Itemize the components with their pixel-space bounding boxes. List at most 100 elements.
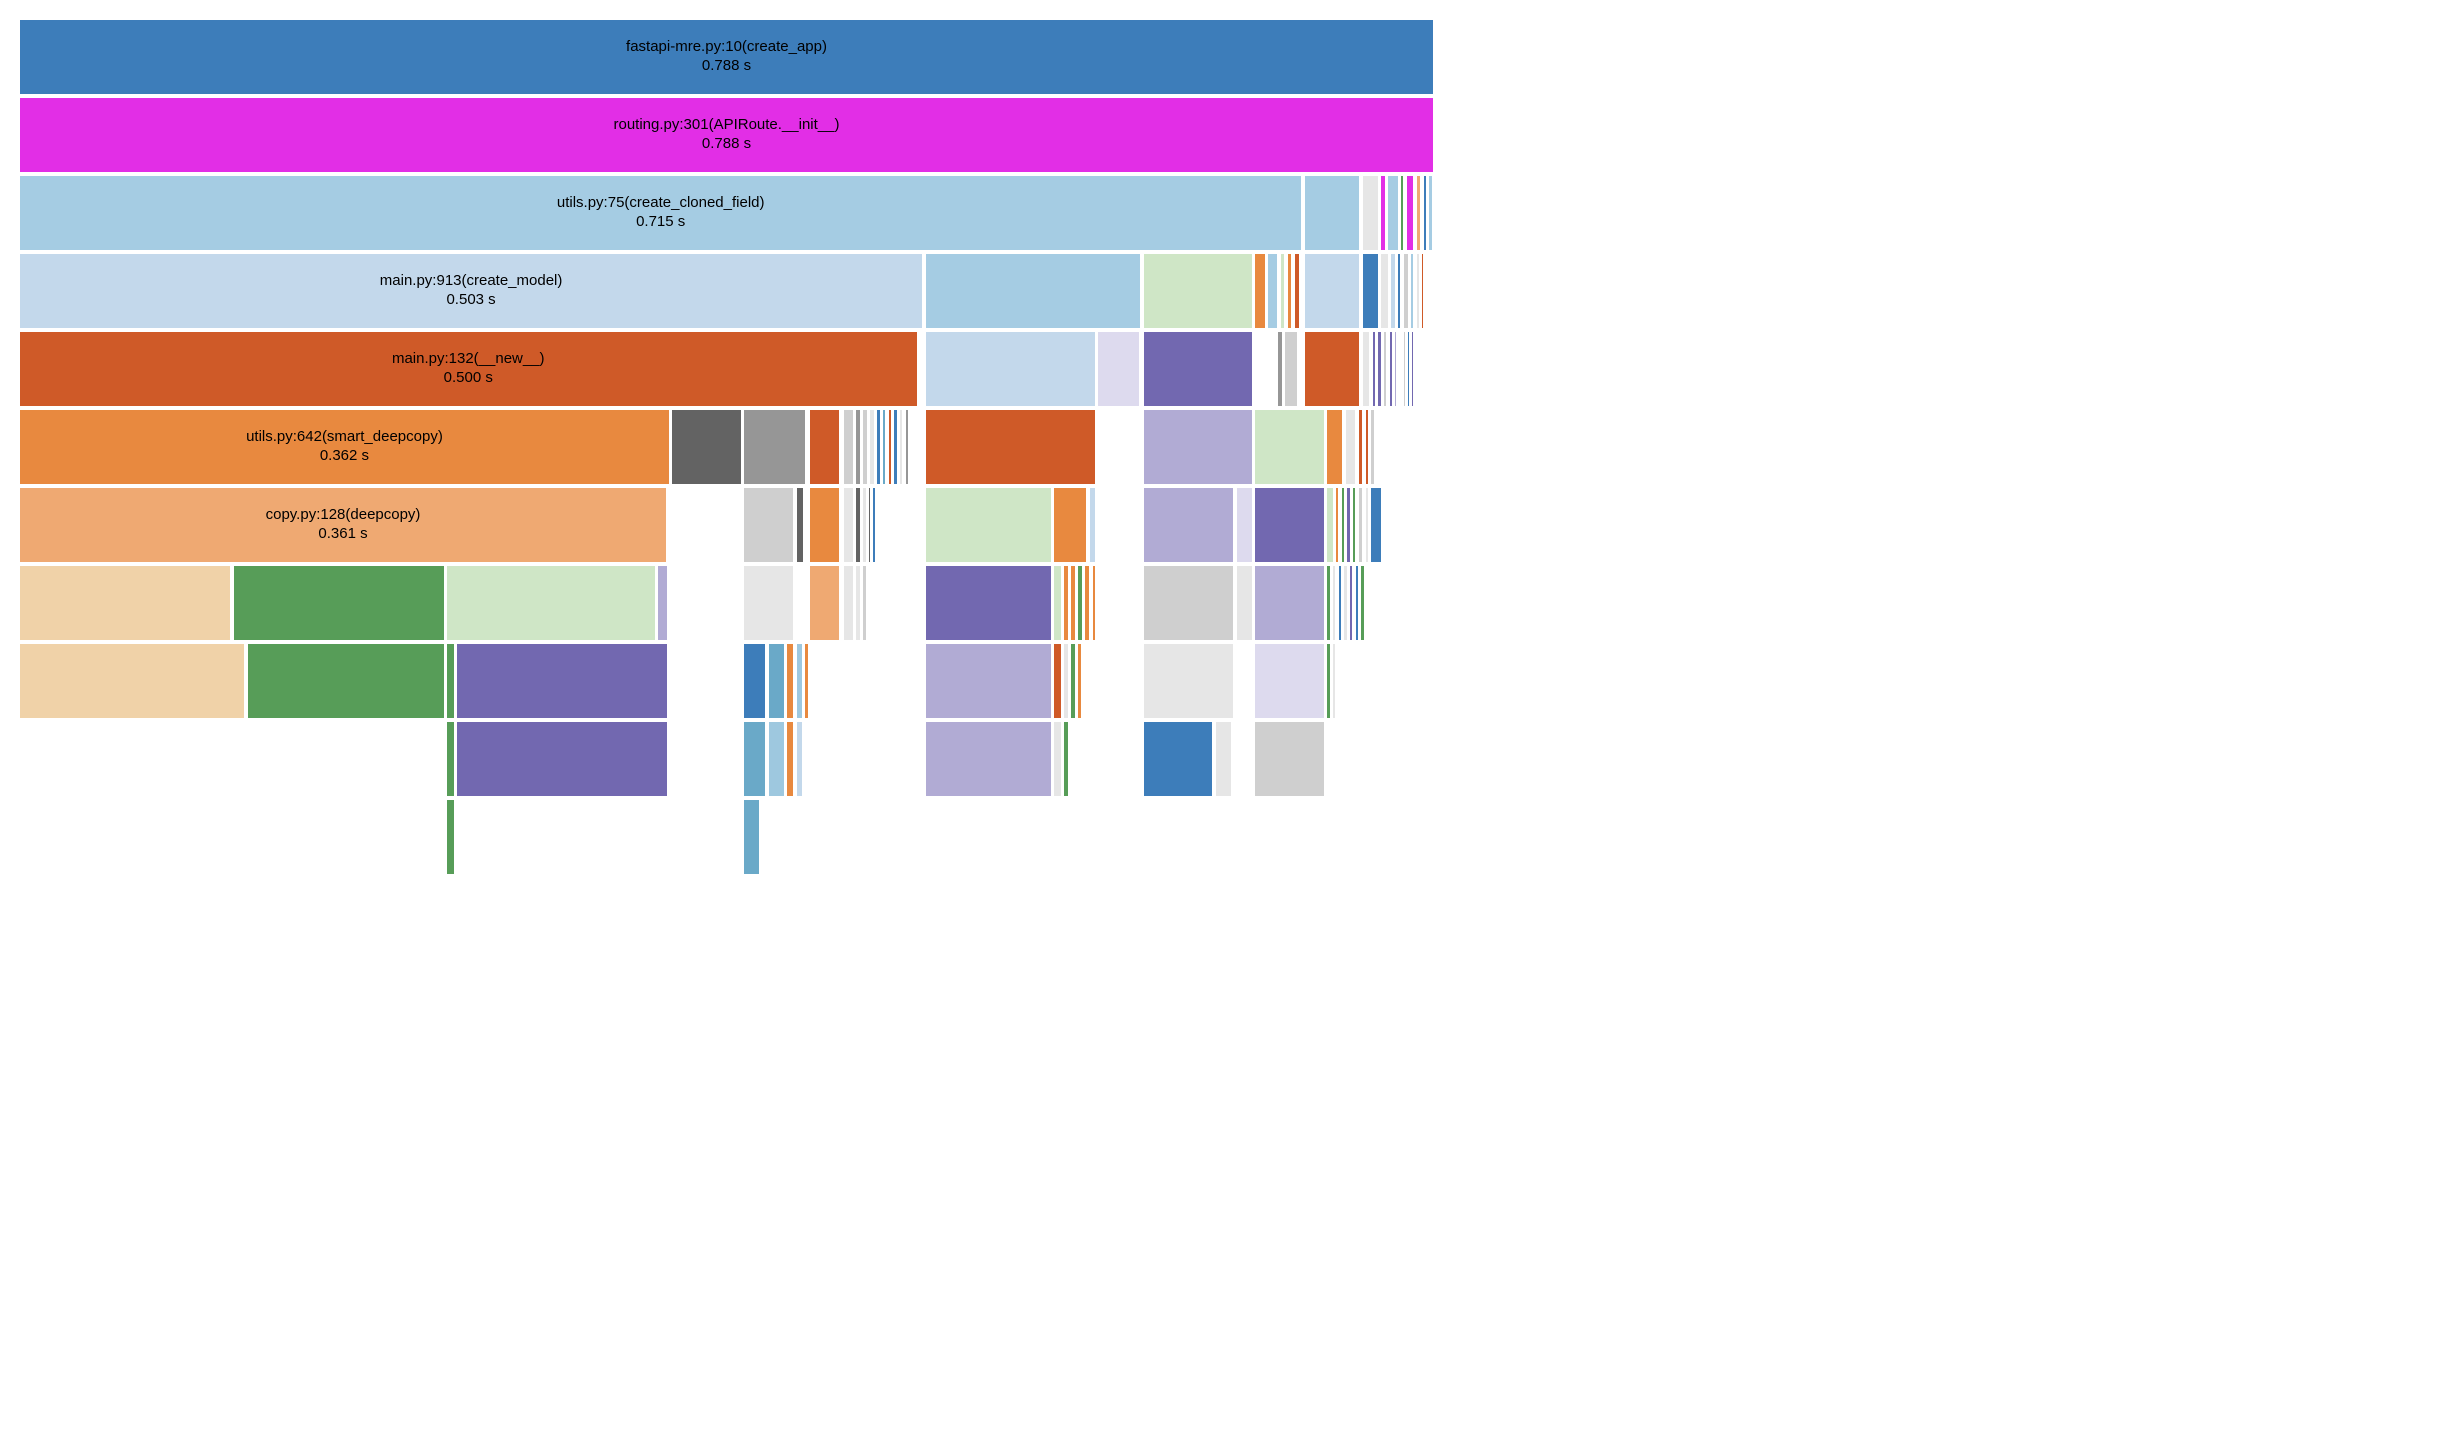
flame-cell[interactable] [1144, 722, 1215, 798]
flame-cell[interactable]: fastapi-mre.py:10(create_app)0.788 s [20, 20, 1435, 96]
flame-cell[interactable] [1278, 332, 1284, 408]
flame-cell[interactable] [1350, 566, 1354, 642]
flame-cell[interactable] [1390, 332, 1394, 408]
flame-cell[interactable] [1085, 566, 1091, 642]
flame-cell[interactable] [457, 644, 669, 720]
flame-cell[interactable] [1305, 332, 1362, 408]
flame-graph[interactable]: fastapi-mre.py:10(create_app)0.788 srout… [20, 20, 1435, 876]
flame-cell[interactable] [1407, 176, 1415, 252]
flame-cell[interactable] [1255, 722, 1326, 798]
flame-cell[interactable] [1371, 488, 1382, 564]
flame-cell[interactable] [1359, 488, 1365, 564]
flame-cell[interactable] [1237, 566, 1254, 642]
flame-cell[interactable] [447, 566, 656, 642]
flame-cell[interactable] [1078, 644, 1082, 720]
flame-cell[interactable] [863, 410, 869, 486]
flame-cell[interactable] [894, 410, 898, 486]
flame-cell[interactable] [1333, 644, 1337, 720]
flame-cell[interactable]: main.py:913(create_model)0.503 s [20, 254, 924, 330]
flame-cell[interactable] [1359, 410, 1365, 486]
flame-cell[interactable] [1071, 566, 1077, 642]
flame-cell[interactable] [926, 722, 1053, 798]
flame-cell[interactable] [1384, 332, 1388, 408]
flame-cell[interactable] [1305, 176, 1362, 252]
flame-cell[interactable] [769, 722, 786, 798]
flame-cell[interactable] [1381, 176, 1387, 252]
flame-cell[interactable] [672, 410, 743, 486]
flame-cell[interactable] [856, 566, 862, 642]
flame-cell[interactable] [1344, 566, 1348, 642]
flame-cell[interactable] [1363, 332, 1371, 408]
flame-cell[interactable] [883, 410, 887, 486]
flame-cell[interactable] [1288, 254, 1294, 330]
flame-cell[interactable] [873, 488, 877, 564]
flame-cell[interactable] [877, 410, 881, 486]
flame-cell[interactable] [844, 410, 855, 486]
flame-cell[interactable] [1064, 722, 1070, 798]
flame-cell[interactable] [1412, 332, 1415, 408]
flame-cell[interactable] [1395, 332, 1398, 408]
flame-cell[interactable]: utils.py:642(smart_deepcopy)0.362 s [20, 410, 671, 486]
flame-cell[interactable] [1098, 332, 1140, 408]
flame-cell[interactable] [1064, 566, 1070, 642]
flame-cell[interactable] [926, 644, 1053, 720]
flame-cell[interactable] [900, 410, 904, 486]
flame-cell[interactable] [1417, 254, 1421, 330]
flame-cell[interactable] [1255, 488, 1326, 564]
flame-cell[interactable] [856, 410, 862, 486]
flame-cell[interactable] [1144, 410, 1254, 486]
flame-cell[interactable] [1417, 176, 1423, 252]
flame-cell[interactable] [744, 410, 806, 486]
flame-cell[interactable] [856, 488, 862, 564]
flame-cell[interactable] [20, 644, 246, 720]
flame-cell[interactable] [447, 722, 455, 798]
flame-cell[interactable] [1429, 176, 1433, 252]
flame-cell[interactable] [1327, 644, 1331, 720]
flame-cell[interactable] [1378, 332, 1382, 408]
flame-cell[interactable] [1281, 254, 1287, 330]
flame-cell[interactable] [1366, 488, 1370, 564]
flame-cell[interactable] [1333, 566, 1337, 642]
flame-cell[interactable] [1422, 254, 1425, 330]
flame-cell[interactable] [1346, 410, 1357, 486]
flame-cell[interactable] [744, 488, 795, 564]
flame-cell[interactable] [863, 488, 867, 564]
flame-cell[interactable] [447, 644, 455, 720]
flame-cell[interactable] [1054, 644, 1062, 720]
flame-cell[interactable] [810, 410, 841, 486]
flame-cell[interactable] [1388, 176, 1399, 252]
flame-cell[interactable] [1339, 566, 1343, 642]
flame-cell[interactable] [805, 644, 809, 720]
flame-cell[interactable] [1336, 488, 1340, 564]
flame-cell[interactable] [1268, 254, 1279, 330]
flame-cell[interactable] [1144, 332, 1254, 408]
flame-cell[interactable] [844, 488, 855, 564]
flame-cell[interactable] [926, 332, 1097, 408]
flame-cell[interactable] [1408, 332, 1411, 408]
flame-cell[interactable] [1404, 254, 1410, 330]
flame-cell[interactable] [1295, 254, 1301, 330]
flame-cell[interactable] [787, 644, 795, 720]
flame-cell[interactable] [870, 410, 876, 486]
flame-cell[interactable] [797, 644, 804, 720]
flame-cell[interactable] [926, 254, 1142, 330]
flame-cell[interactable] [1361, 566, 1365, 642]
flame-cell[interactable] [810, 488, 841, 564]
flame-cell[interactable] [248, 644, 446, 720]
flame-cell[interactable] [869, 488, 872, 564]
flame-cell[interactable] [1398, 254, 1402, 330]
flame-cell[interactable] [906, 410, 910, 486]
flame-cell[interactable]: copy.py:128(deepcopy)0.361 s [20, 488, 668, 564]
flame-cell[interactable] [1285, 332, 1299, 408]
flame-cell[interactable] [863, 566, 867, 642]
flame-cell[interactable] [1363, 176, 1380, 252]
flame-cell[interactable] [658, 566, 669, 642]
flame-cell[interactable] [926, 410, 1097, 486]
flame-cell[interactable] [1411, 254, 1415, 330]
flame-cell[interactable] [1424, 176, 1428, 252]
flame-cell[interactable] [744, 566, 795, 642]
flame-cell[interactable] [1427, 254, 1430, 330]
flame-cell[interactable] [744, 644, 767, 720]
flame-cell[interactable] [1327, 410, 1344, 486]
flame-cell[interactable] [744, 800, 761, 876]
